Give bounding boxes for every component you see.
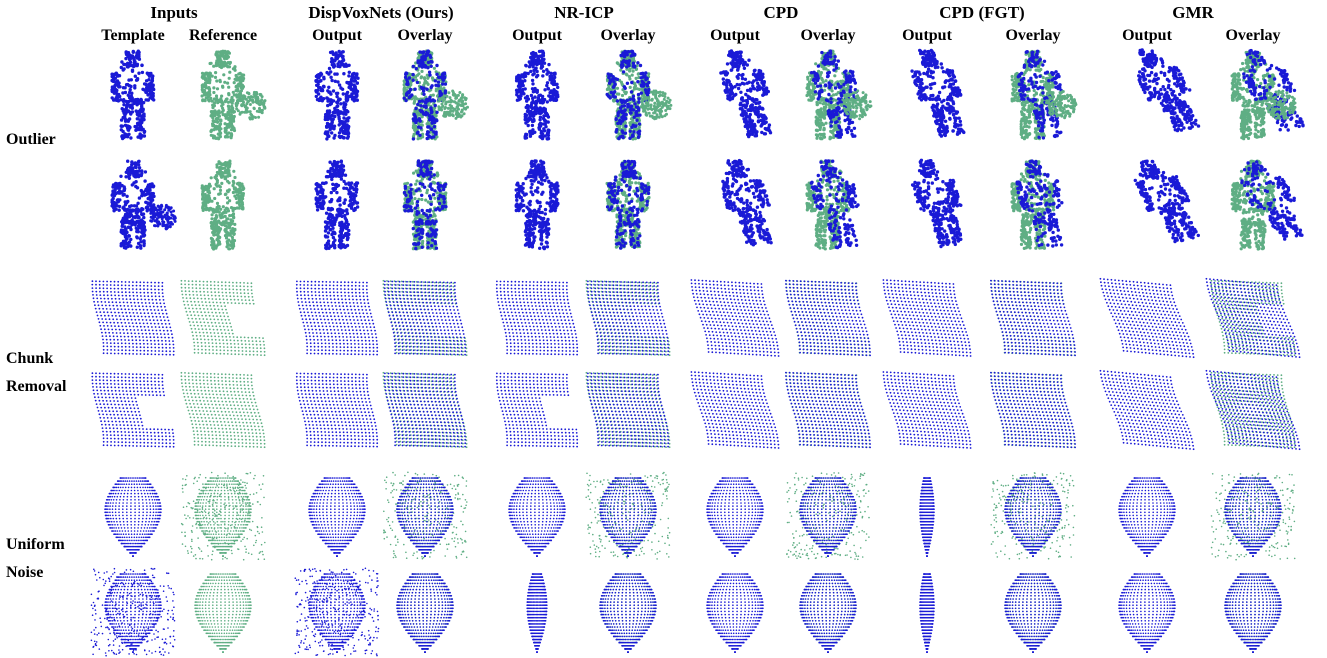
result-thumbnail <box>396 573 454 653</box>
row-label-line: Uniform <box>6 531 65 559</box>
row-label-line: Removal <box>6 373 66 401</box>
result-thumbnail <box>990 279 1076 357</box>
result-thumbnail <box>295 280 379 356</box>
result-thumbnail <box>585 279 671 357</box>
result-thumbnail <box>585 471 671 560</box>
result-thumbnail <box>91 280 175 356</box>
result-thumbnail <box>194 573 252 653</box>
result-thumbnail <box>110 49 156 141</box>
result-thumbnail <box>1118 573 1176 653</box>
result-thumbnail <box>1099 277 1195 359</box>
result-thumbnail <box>690 279 780 357</box>
result-thumbnail <box>1010 159 1064 250</box>
result-thumbnail <box>104 477 162 557</box>
result-thumbnail <box>910 48 966 138</box>
result-thumbnail <box>294 567 380 657</box>
result-thumbnail <box>200 159 246 251</box>
result-thumbnail <box>805 159 860 251</box>
result-thumbnail <box>605 49 673 141</box>
result-thumbnail <box>526 573 548 653</box>
result-thumbnail <box>706 573 764 653</box>
result-thumbnail <box>382 279 468 357</box>
result-thumbnail <box>882 371 972 449</box>
result-thumbnail <box>585 371 671 449</box>
col-header-dispvoxnets: DispVoxNets (Ours) <box>308 3 453 23</box>
result-thumbnail <box>1230 48 1305 141</box>
row-label-uniform-noise: Uniform Noise <box>6 531 65 587</box>
result-thumbnail <box>514 49 560 141</box>
result-thumbnail <box>91 372 175 448</box>
result-thumbnail <box>805 49 873 141</box>
result-thumbnail <box>785 371 871 449</box>
result-thumbnail <box>919 477 935 557</box>
result-thumbnail <box>1099 369 1195 451</box>
result-thumbnail <box>990 472 1076 560</box>
subheader-overlay: Overlay <box>600 27 655 45</box>
result-thumbnail <box>402 49 469 141</box>
col-header-inputs: Inputs <box>150 3 197 23</box>
result-thumbnail <box>910 158 963 249</box>
result-thumbnail <box>402 159 448 251</box>
col-header-cpd: CPD <box>764 3 799 23</box>
result-thumbnail <box>785 279 871 357</box>
result-thumbnail <box>882 279 972 357</box>
row-label-line: Chunk <box>6 345 66 373</box>
result-thumbnail <box>295 372 379 448</box>
result-thumbnail <box>706 477 764 557</box>
subheader-overlay: Overlay <box>397 27 452 45</box>
result-thumbnail <box>1205 277 1301 359</box>
subheader-template: Template <box>101 27 164 45</box>
result-thumbnail <box>180 371 266 449</box>
row-label-line: Outlier <box>6 126 56 154</box>
result-thumbnail <box>719 49 773 139</box>
result-thumbnail <box>1133 159 1200 244</box>
result-thumbnail <box>495 372 579 448</box>
result-thumbnail <box>1004 573 1062 653</box>
result-thumbnail <box>382 371 468 449</box>
result-thumbnail <box>200 49 267 141</box>
subheader-output: Output <box>710 27 760 45</box>
result-thumbnail <box>1137 48 1201 133</box>
row-label-chunk-removal: Chunk Removal <box>6 345 66 401</box>
result-thumbnail <box>799 573 857 653</box>
result-thumbnail <box>308 477 366 557</box>
result-thumbnail <box>314 159 360 251</box>
result-thumbnail <box>383 471 468 560</box>
subheader-overlay: Overlay <box>1225 27 1280 45</box>
result-thumbnail <box>1210 472 1296 561</box>
result-thumbnail <box>314 49 360 141</box>
row-label-line: Noise <box>6 559 65 587</box>
result-thumbnail <box>786 472 870 561</box>
result-thumbnail <box>1118 477 1176 557</box>
result-thumbnail <box>110 159 177 250</box>
subheader-overlay: Overlay <box>800 27 855 45</box>
subheader-output: Output <box>902 27 952 45</box>
col-header-cpd-fgt: CPD (FGT) <box>939 3 1024 23</box>
col-header-gmr: GMR <box>1172 3 1214 23</box>
result-thumbnail <box>599 573 657 653</box>
result-thumbnail <box>180 279 266 357</box>
result-thumbnail <box>1224 573 1282 653</box>
subheader-reference: Reference <box>189 27 257 45</box>
subheader-output: Output <box>312 27 362 45</box>
result-thumbnail <box>514 159 560 251</box>
row-label-outlier: Outlier <box>6 126 56 154</box>
result-thumbnail <box>721 158 773 247</box>
result-thumbnail <box>495 280 579 356</box>
result-thumbnail <box>990 371 1076 449</box>
result-thumbnail <box>919 573 935 653</box>
result-thumbnail <box>690 371 780 449</box>
result-thumbnail <box>90 567 176 657</box>
subheader-output: Output <box>1122 27 1172 45</box>
result-thumbnail <box>1205 369 1301 451</box>
result-thumbnail <box>508 477 566 557</box>
col-header-nricp: NR-ICP <box>554 3 614 23</box>
result-thumbnail <box>180 471 266 561</box>
result-thumbnail <box>605 159 651 250</box>
subheader-output: Output <box>512 27 562 45</box>
subheader-overlay: Overlay <box>1005 27 1060 45</box>
result-thumbnail <box>1010 49 1078 141</box>
result-thumbnail <box>1230 159 1304 251</box>
